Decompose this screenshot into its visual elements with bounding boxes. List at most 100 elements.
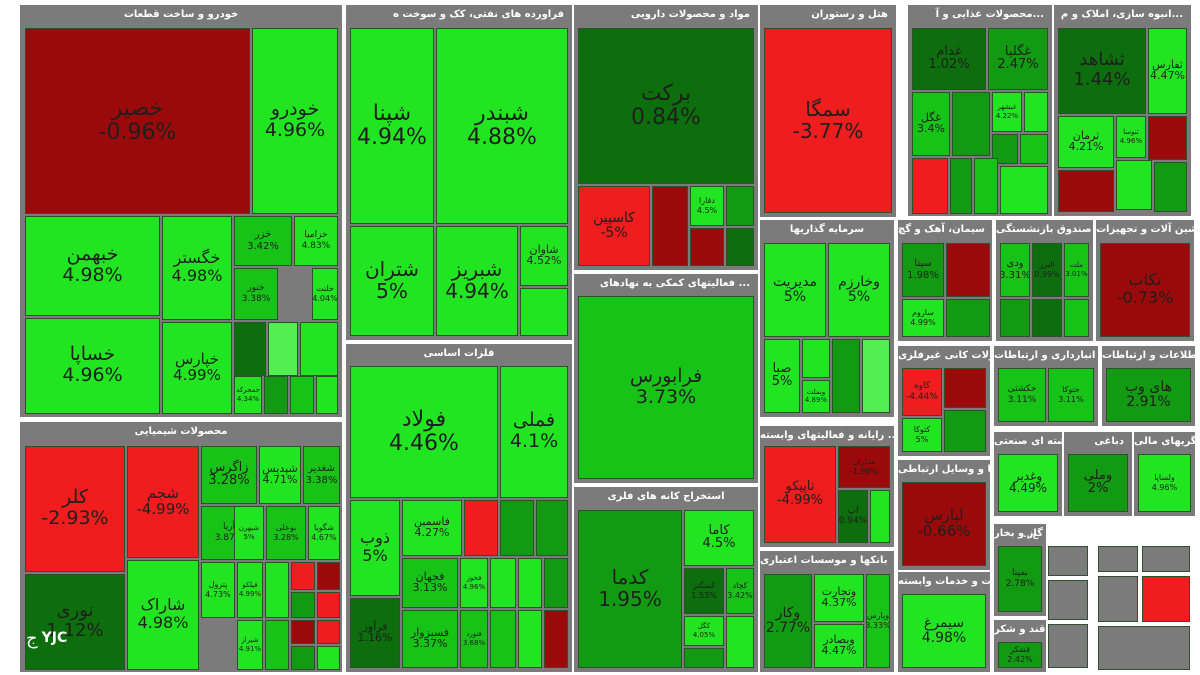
stock-tile: حکشتی 3.11% xyxy=(998,368,1046,422)
stock-change: 4.71% xyxy=(262,473,298,487)
stock-symbol: شاوان xyxy=(529,242,559,256)
stock-tile: بمپنا 2.78% xyxy=(998,546,1042,612)
stock-tile: وتجارت 4.37% xyxy=(814,574,864,622)
stock-tile xyxy=(1098,576,1138,622)
stock-tile: شبندر 4.88% xyxy=(436,28,568,224)
sector-title: قند و شکر xyxy=(994,624,1046,635)
stock-tile xyxy=(684,648,724,668)
stock-symbol: غبشهر xyxy=(997,103,1017,112)
stock-change: -0.73% xyxy=(1116,288,1174,308)
stock-tile: کاسپین -5% xyxy=(578,186,650,266)
stock-symbol: ودی xyxy=(1006,258,1024,269)
stock-symbol: وتجارت xyxy=(821,584,857,598)
stock-symbol: خبهمن xyxy=(66,243,119,266)
stock-tile xyxy=(316,376,338,414)
stock-symbol: شپنا xyxy=(372,100,412,126)
stock-tile: خمحرکه 4.34% xyxy=(234,376,262,414)
stock-symbol: ثنوسا xyxy=(1123,128,1139,137)
stock-tile xyxy=(317,592,340,618)
stock-change: 3.38% xyxy=(305,474,338,486)
stock-symbol: ساروم xyxy=(912,308,934,318)
stock-tile xyxy=(500,500,534,556)
stock-symbol: شجم xyxy=(146,483,180,502)
stock-tile: پترول 4.73% xyxy=(201,562,235,618)
stock-symbol: غگل xyxy=(920,110,942,124)
stock-change: 3.42% xyxy=(727,590,753,600)
stock-tile xyxy=(974,158,998,214)
stock-tile: شجم -4.99% xyxy=(127,446,199,558)
stock-symbol: سیتا xyxy=(914,258,932,269)
stock-tile xyxy=(802,339,830,378)
stock-change: 5% xyxy=(376,279,408,303)
stock-change: 4.96% xyxy=(62,364,123,387)
stock-tile: شبهرن 5% xyxy=(234,506,264,560)
stock-tile xyxy=(317,562,340,590)
stock-tile: ساروم 4.99% xyxy=(902,299,944,337)
stock-change: -4.99% xyxy=(136,500,190,519)
stock-change: 4.98% xyxy=(137,613,189,633)
stock-tile xyxy=(518,558,542,608)
stock-change: 3.28% xyxy=(273,532,299,542)
stock-tile: خپارس 4.99% xyxy=(162,322,232,414)
stock-tile xyxy=(946,299,990,337)
stock-tile: شاوان 4.52% xyxy=(520,226,568,286)
sector-title: مواد و محصولات دارویی xyxy=(630,9,750,20)
stock-symbol: تکاب xyxy=(1128,270,1162,290)
stock-tile: مداران -1.98% xyxy=(838,446,890,488)
small-sector-label: ...ساخ xyxy=(1164,530,1190,539)
stock-change: 2.42% xyxy=(1007,654,1033,664)
stock-symbol: وخارزم xyxy=(838,273,880,290)
stock-change: 4.05% xyxy=(692,630,716,639)
stock-tile: زاگرس 3.28% xyxy=(201,446,257,504)
sector-title: اطلاعات و ارتباطات xyxy=(1102,350,1195,361)
stock-symbol: خصیر xyxy=(111,95,164,121)
stock-change: 4.34% xyxy=(236,394,260,403)
stock-change: 3.38% xyxy=(241,293,271,304)
stock-tile: شبریز 4.94% xyxy=(436,226,518,336)
stock-symbol: مدیریت xyxy=(772,273,818,290)
stock-symbol: کگل xyxy=(697,622,711,631)
stock-tile: کگل 4.05% xyxy=(684,616,724,646)
stock-tile: کدما 1.95% xyxy=(578,510,682,668)
stock-symbol: شگویا xyxy=(314,523,334,533)
stock-tile xyxy=(1142,546,1190,572)
stock-tile: سیمرغ 4.98% xyxy=(902,594,986,668)
stock-tile: وملی 2% xyxy=(1068,454,1128,512)
stock-change: 4.88% xyxy=(467,124,537,150)
stock-change: 2.78% xyxy=(1005,578,1035,589)
stock-symbol: کمنگنز xyxy=(692,581,716,591)
stock-tile xyxy=(832,339,860,413)
stock-tile xyxy=(1064,299,1089,337)
stock-symbol: وبصادر xyxy=(823,632,855,646)
sector-title: بانکها و موسسات اعتباری xyxy=(760,555,888,566)
stock-change: 4.46% xyxy=(389,430,459,456)
stock-tile xyxy=(317,620,340,644)
stock-symbol: کاسپین xyxy=(593,209,635,226)
stock-symbol: کلر xyxy=(62,486,88,509)
small-sector-label: ...مح xyxy=(1070,530,1090,539)
stock-tile xyxy=(1024,92,1048,132)
stock-tile: کلر -2.93% xyxy=(25,446,125,572)
stock-tile xyxy=(862,339,890,413)
stock-tile: کاما 4.5% xyxy=(684,510,754,566)
stock-tile: وبملت 4.89% xyxy=(802,380,830,413)
stock-change: 4.52% xyxy=(526,254,562,268)
stock-tile xyxy=(291,562,315,590)
stock-symbol: ختور xyxy=(247,283,265,294)
stock-tile: فرآور 1.16% xyxy=(350,598,400,668)
stock-tile xyxy=(490,558,516,608)
stock-change: 4.94% xyxy=(445,279,509,303)
stock-change: 4.67% xyxy=(311,532,337,542)
stock-change: 4.99% xyxy=(910,317,936,327)
stock-change: 4.96% xyxy=(462,582,486,591)
stock-tile: ثنوسا 4.96% xyxy=(1116,116,1146,158)
stock-change: 1.02% xyxy=(928,57,970,73)
stock-tile: ملت 3.01% xyxy=(1064,243,1089,297)
stock-change: 3.73% xyxy=(635,385,697,408)
stock-symbol: فولاد xyxy=(401,406,447,432)
stock-tile: فجهان 3.13% xyxy=(402,558,458,608)
stock-symbol: صبا xyxy=(772,360,792,376)
small-sector-label: ...ع xyxy=(1023,530,1038,539)
stock-change: 4.21% xyxy=(1068,140,1104,154)
stock-tile: وغدیر 4.49% xyxy=(998,454,1058,512)
